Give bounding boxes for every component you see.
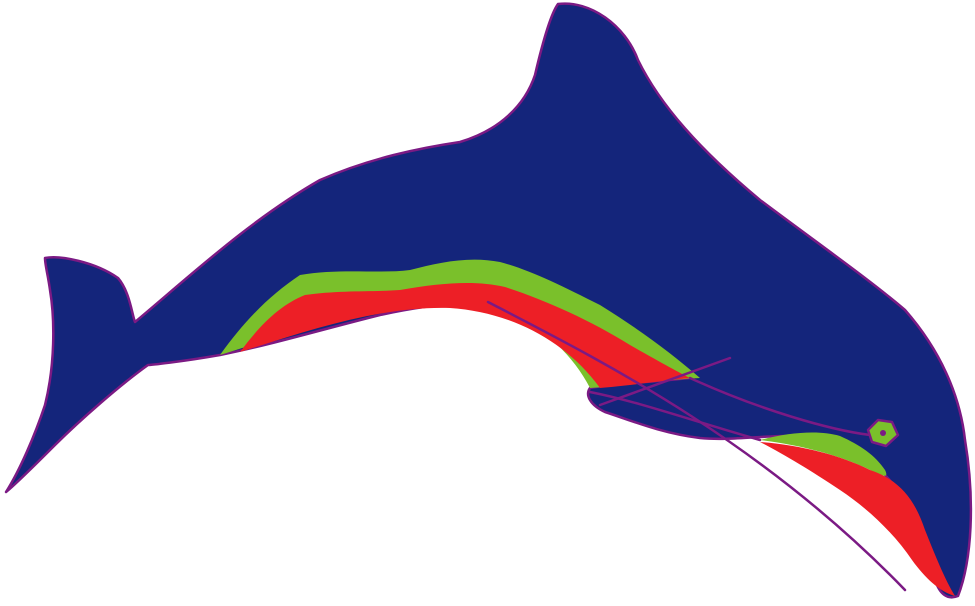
- crease-line: [598, 356, 732, 407]
- beak-tip-line: [688, 376, 872, 437]
- belly-red-front: [240, 283, 690, 388]
- jaw-line-long: [486, 300, 907, 592]
- belly-stripe-green-rear: [760, 432, 887, 476]
- mouth-line: [588, 390, 762, 442]
- eye-pupil: [880, 430, 886, 436]
- belly-red-rear: [760, 442, 955, 596]
